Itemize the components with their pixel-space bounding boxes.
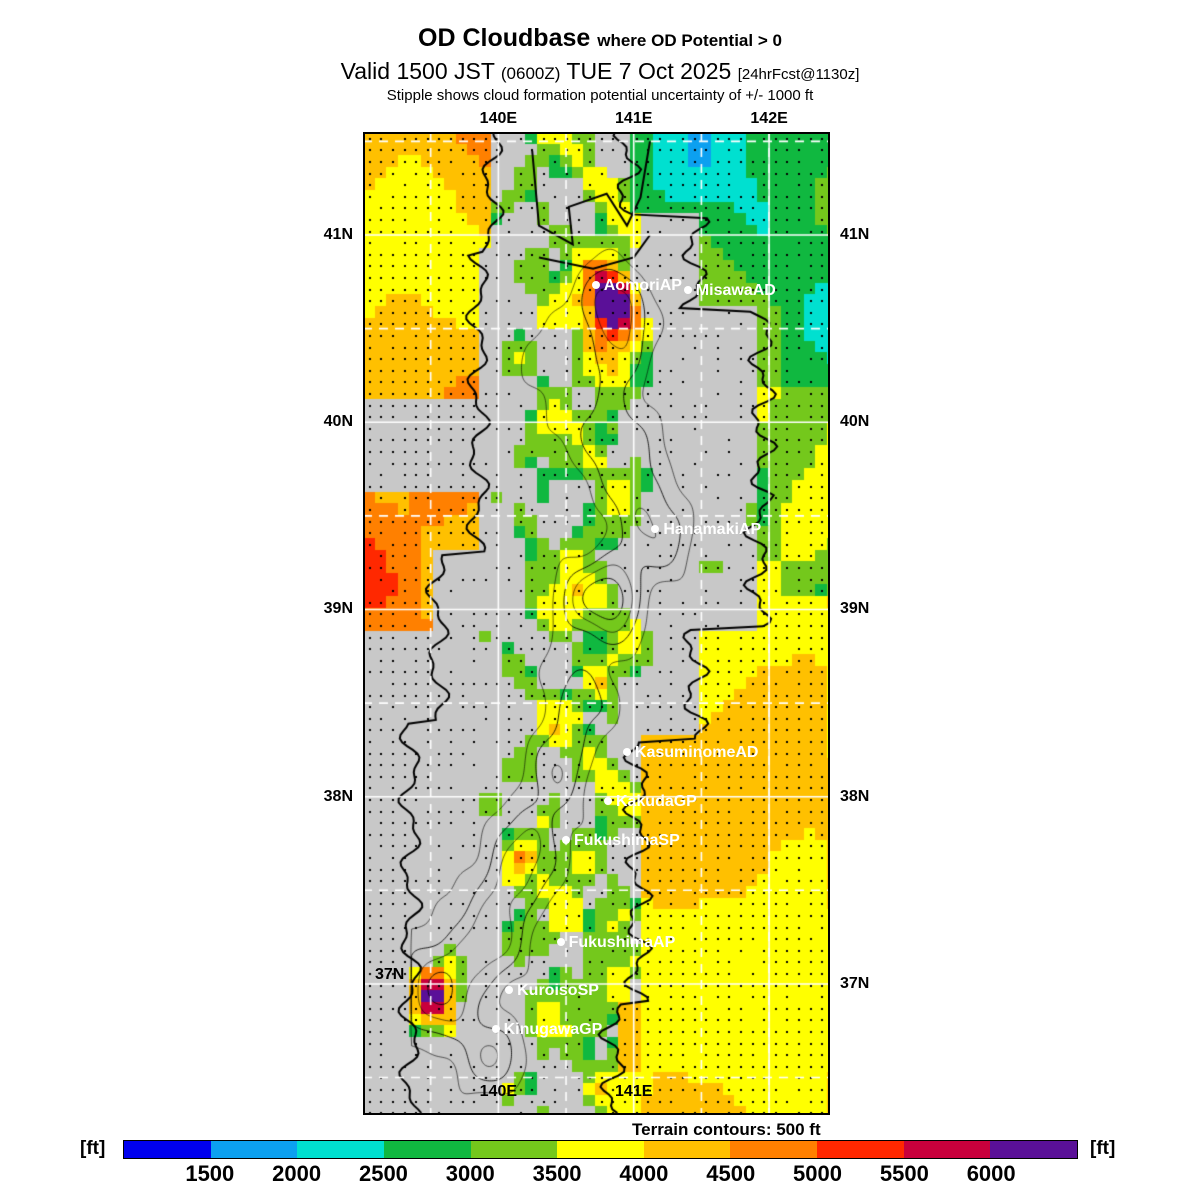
valid-zulu: (0600Z) [500,64,561,83]
colorbar-band-7 [730,1141,818,1158]
lat-label-left-38N: 38N [323,787,353,805]
colorbar-tick-1500: 1500 [185,1161,235,1186]
colorbar-band-5 [557,1141,644,1158]
lon-label-bottom-140E: 140E [479,1083,518,1100]
title-block: OD Cloudbase where OD Potential > 0 Vali… [0,26,1200,104]
station-dot-icon [591,280,600,289]
colorbar-tick-3000: 3000 [445,1161,495,1186]
lat-label-right-39N: 39N [840,600,870,618]
lon-label-bottom-141E: 141E [615,1083,653,1100]
page-title: OD Cloudbase where OD Potential > 0 [0,26,1200,51]
station-dot-icon [491,1024,500,1033]
lat-label-left-40N: 40N [323,413,353,431]
station-dot-icon [683,286,692,295]
colorbar-unit-left: [ft] [80,1138,106,1159]
valid-date: TUE 7 Oct 2025 [566,58,732,84]
valid-prefix: Valid 1500 JST [340,58,495,84]
station-dot-icon [651,524,660,533]
lat-label-right-40N: 40N [840,413,870,431]
colorbar-tick-2000: 2000 [272,1161,322,1186]
lat-label-right-38N: 38N [840,787,870,805]
station-label: KinugawaGP [503,1020,603,1038]
colorbar-band-9 [903,1141,991,1158]
colorbar-band-3 [383,1141,471,1158]
colorbar-band-4 [470,1141,558,1158]
colorbar-tick-5500: 5500 [879,1161,929,1186]
colorbar-band-10 [990,1141,1078,1158]
station-dot-icon [561,835,570,844]
map-raster [363,132,830,1115]
lat-label-left-39N: 39N [323,600,353,618]
terrain-contour-note: Terrain contours: 500 ft [632,1120,821,1139]
forecast-tag: [24hrFcst@1130z] [737,66,860,83]
map-frame [363,132,830,1115]
lat-label-right-37N: 37N [840,974,870,992]
station-dot-icon [505,986,514,995]
station-label: AomoriAP [603,276,682,294]
colorbar-band-8 [817,1141,904,1158]
station-label: KasuminomeAD [634,743,759,761]
colorbar-band-0 [124,1141,211,1158]
stipple-subtitle: Stipple shows cloud formation potential … [386,87,814,104]
station-dot-icon [622,747,631,756]
lat-label-left-41N: 41N [323,225,353,243]
colorbar-row: [ft] [ft] 1500 2000 2500 3000 3500 4000 4500 50… [0,1136,1200,1200]
station-label: MisawaAD [695,282,776,300]
colorbar-tick-2500: 2500 [358,1161,408,1186]
lon-label-top-140E: 140E [479,110,518,127]
colorbar-tick-5000: 5000 [793,1161,843,1186]
colorbar-band-6 [643,1141,731,1158]
colorbar[interactable] [123,1140,1078,1159]
forecast-map[interactable]: AomoriAP MisawaAD HanamakiAP KasuminomeAD Ka… [363,132,830,1115]
station-label: KuroisoSP [517,982,599,1000]
station-dot-icon [556,937,565,946]
station-label: FukushimaSP [573,831,680,849]
colorbar-band-1 [210,1141,298,1158]
lat-label-right-41N: 41N [840,225,870,243]
colorbar-tick-4500: 4500 [706,1161,756,1186]
valid-time-line: Valid 1500 JST (0600Z) TUE 7 Oct 2025 [2… [0,60,1200,83]
station-label: HanamakiAP [663,520,762,538]
colorbar-tick-3500: 3500 [532,1161,582,1186]
title-main: OD Cloudbase [418,24,591,52]
colorbar-tick-labels: 1500 2000 2500 3000 3500 4000 4500 5000 5500 6000 [123,1161,1078,1189]
title-condition: where OD Potential > 0 [597,31,782,50]
lon-label-top-141E: 141E [615,110,653,127]
colorbar-tick-4000: 4000 [619,1161,669,1186]
colorbar-unit-right: [ft] [1090,1138,1116,1159]
station-label: FukushimaAP [568,933,676,951]
colorbar-band-2 [297,1141,384,1158]
lon-label-top-142E: 142E [750,110,788,127]
station-label: KakudaGP [615,793,697,811]
colorbar-tick-6000: 6000 [966,1161,1016,1186]
station-dot-icon [603,797,612,806]
